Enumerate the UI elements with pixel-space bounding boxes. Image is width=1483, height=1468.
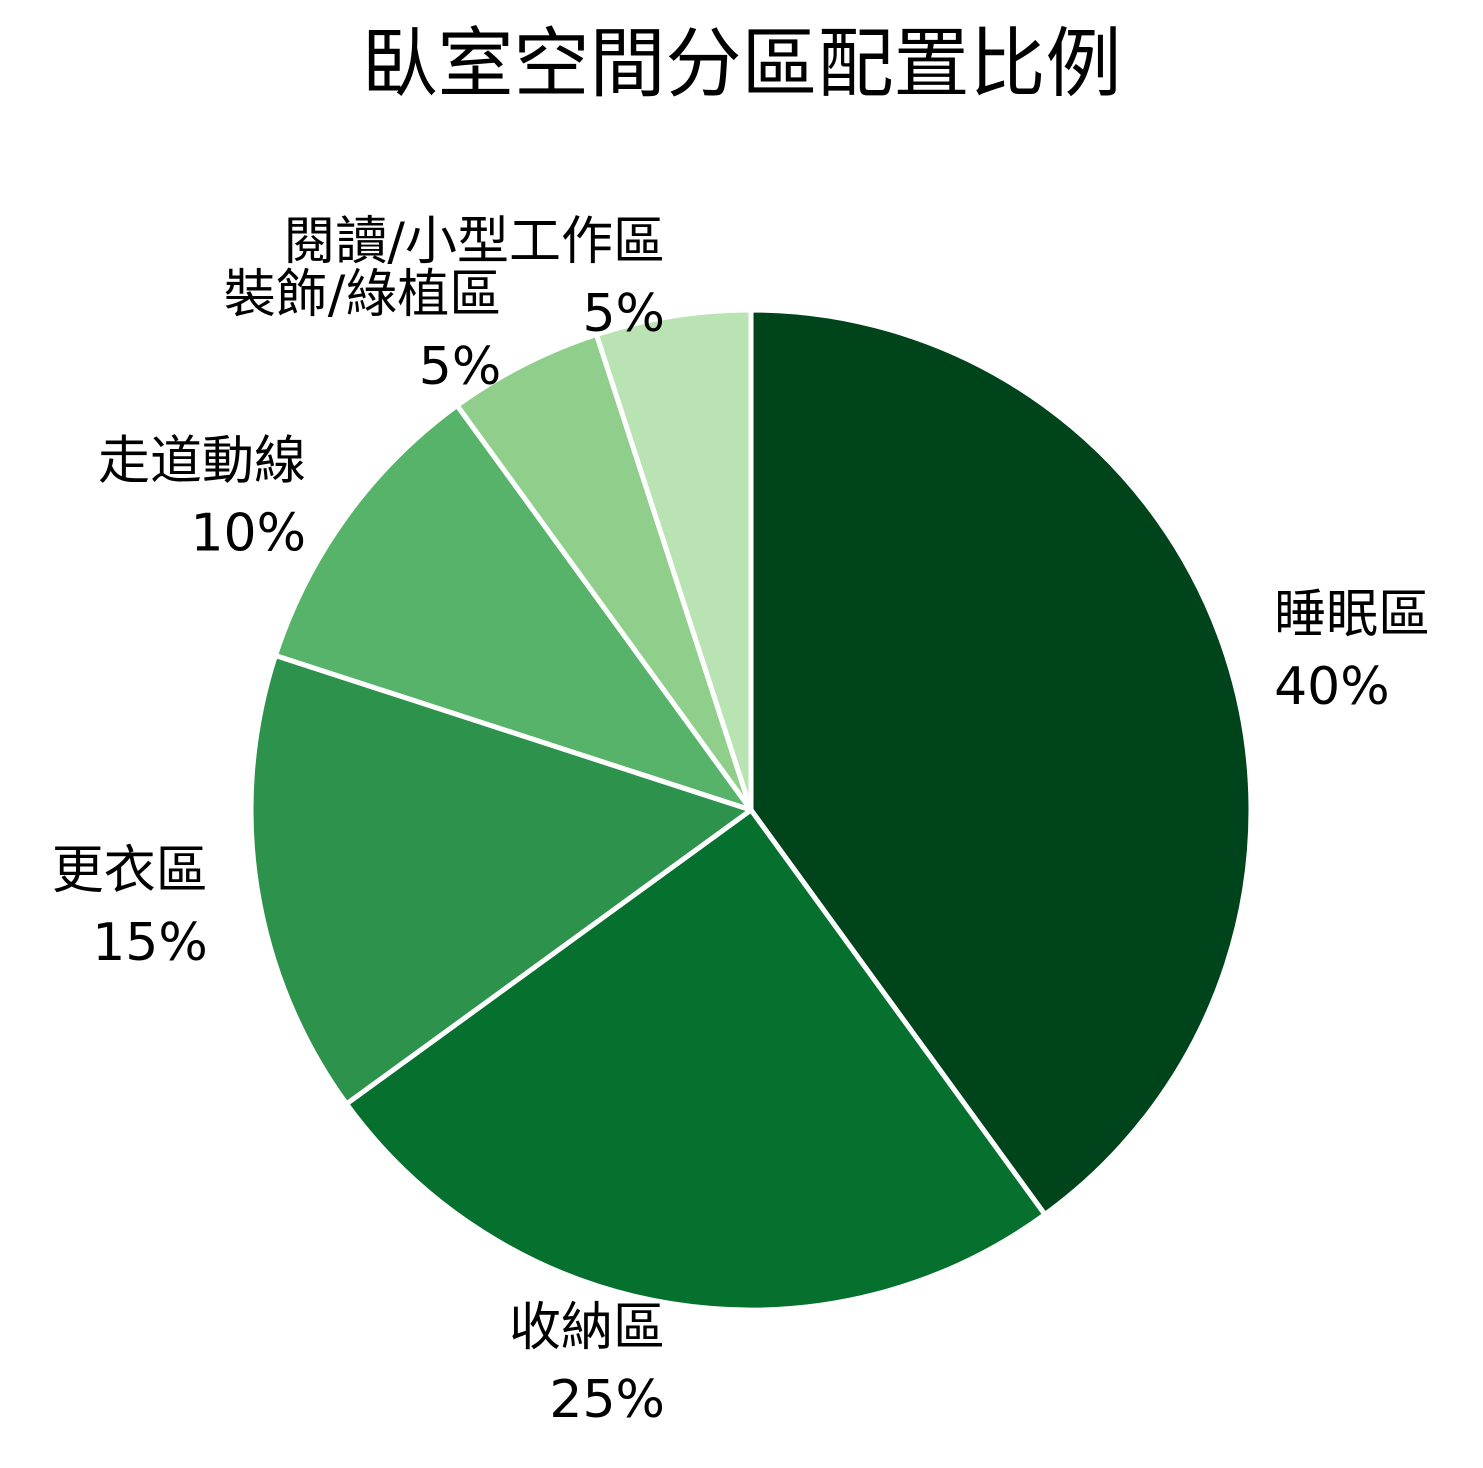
slice-label-4: 走道動線: [98, 432, 306, 492]
slice-value-1: 40%: [1274, 657, 1390, 717]
slice-value-2: 25%: [549, 1370, 665, 1430]
slice-label-1: 睡眠區: [1274, 585, 1430, 645]
slice-label-2: 收納區: [509, 1298, 665, 1358]
chart-title: 臥室空間分區配置比例: [361, 19, 1122, 108]
pie-slice-6: [593, 307, 754, 813]
pie-slice-5: [454, 331, 754, 813]
slice-value-5: 5%: [419, 337, 502, 397]
slice-value-4: 10%: [190, 504, 306, 564]
slice-value-6: 5%: [582, 284, 665, 344]
pie-slice-1: [748, 307, 1254, 1218]
slice-label-3: 更衣區: [52, 841, 208, 901]
slice-label-6: 閱讀/小型工作區: [283, 212, 665, 272]
slice-label-5: 裝飾/綠植區: [224, 265, 502, 325]
pie-slice-4: [272, 402, 754, 813]
pie-slice-2: [343, 807, 1048, 1313]
pie-slice-3: [248, 652, 754, 1107]
slice-value-3: 15%: [92, 913, 208, 973]
